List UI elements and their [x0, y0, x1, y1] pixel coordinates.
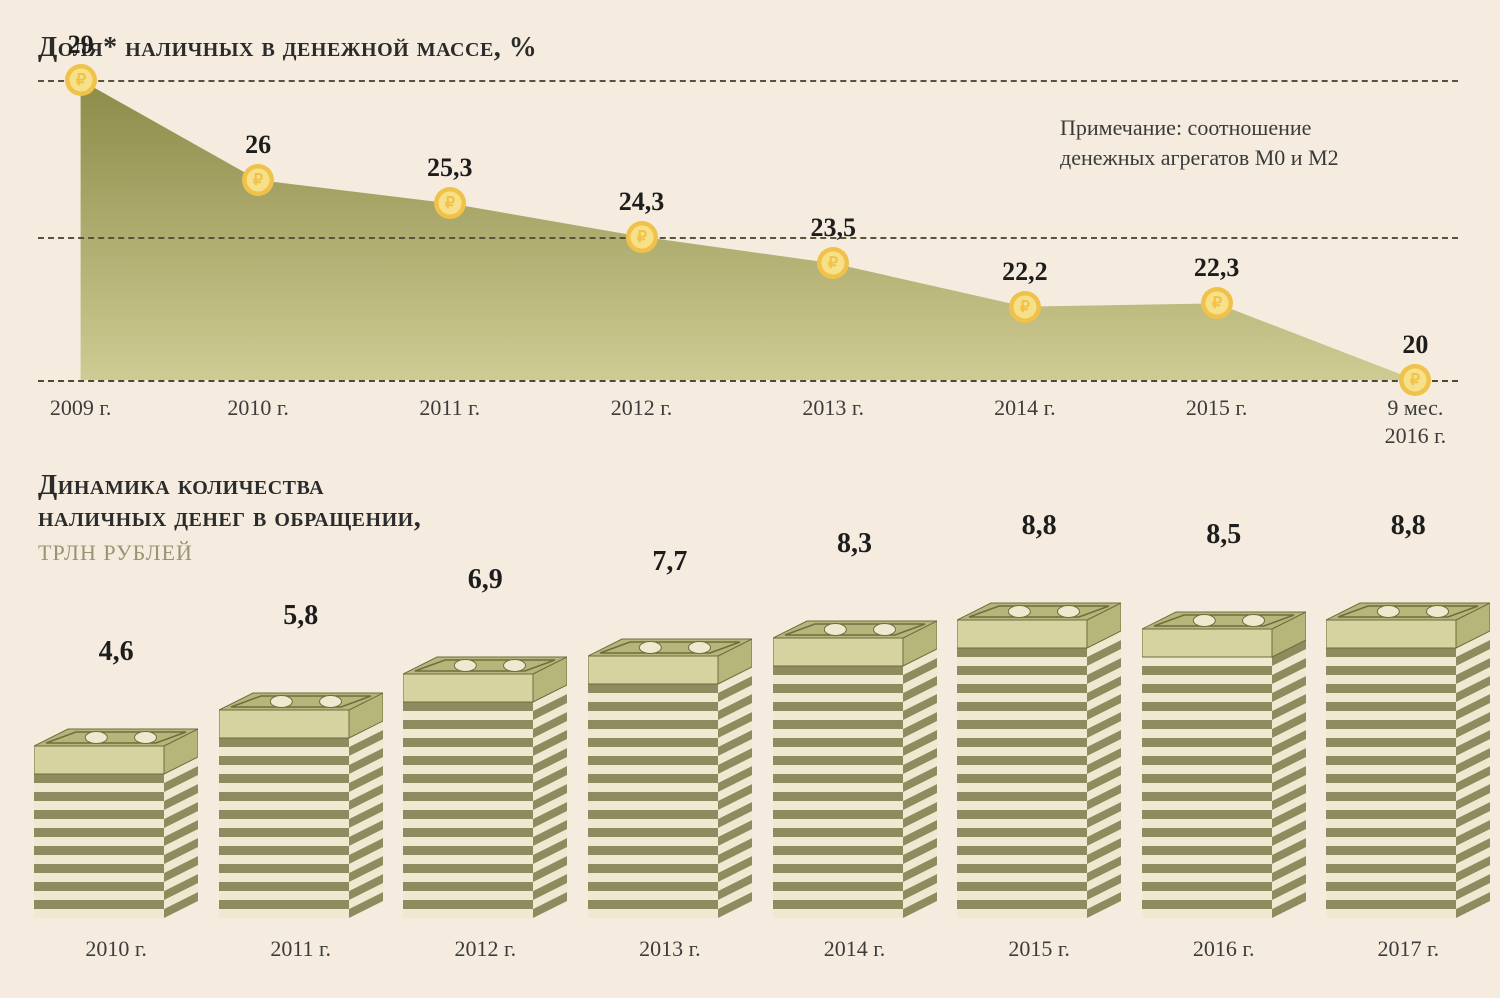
- ruble-coin-icon: ₽: [65, 64, 97, 96]
- stack-x-label: 2011 г.: [270, 936, 331, 962]
- money-stack-icon: [588, 614, 752, 920]
- stack-x-label: 2014 г.: [824, 936, 886, 962]
- svg-text:₽: ₽: [1020, 299, 1030, 316]
- stack-x-label: 2017 г.: [1378, 936, 1440, 962]
- stacks-title-line1: Динамика количества: [38, 470, 421, 502]
- money-stack-icon: [34, 704, 198, 920]
- stack-value: 5,8: [283, 600, 318, 632]
- area-x-label: 2013 г.: [802, 394, 864, 422]
- area-point-value: 20: [1402, 330, 1428, 360]
- stack-value: 8,8: [1391, 510, 1426, 542]
- money-stack-icon: [773, 596, 937, 920]
- stack-x-label: 2015 г.: [1008, 936, 1070, 962]
- svg-text:₽: ₽: [636, 229, 646, 246]
- stack-value: 6,9: [468, 564, 503, 596]
- area-point-value: 22,2: [1002, 257, 1048, 287]
- gridline: [38, 237, 1458, 239]
- area-point-value: 25,3: [427, 153, 473, 183]
- stack-value: 4,6: [99, 636, 134, 668]
- area-x-label: 2010 г.: [227, 394, 289, 422]
- stack-x-label: 2016 г.: [1193, 936, 1255, 962]
- money-stack-icon: [219, 668, 383, 920]
- svg-text:₽: ₽: [76, 72, 86, 89]
- ruble-coin-icon: ₽: [242, 164, 274, 196]
- area-chart: ₽292009 г.₽262010 г.₽25,32011 г.₽24,3201…: [38, 80, 1458, 380]
- area-point-value: 22,3: [1194, 253, 1240, 283]
- area-point-value: 26: [245, 130, 271, 160]
- area-x-label: 2015 г.: [1186, 394, 1248, 422]
- stack-x-label: 2013 г.: [639, 936, 701, 962]
- area-point-value: 23,5: [810, 213, 856, 243]
- money-stack-icon: [1142, 587, 1306, 920]
- svg-text:₽: ₽: [445, 195, 455, 212]
- area-x-label: 2011 г.: [419, 394, 480, 422]
- stack-x-label: 2010 г.: [85, 936, 147, 962]
- area-x-label: 2012 г.: [611, 394, 673, 422]
- ruble-coin-icon: ₽: [626, 221, 658, 253]
- stack-value: 8,8: [1022, 510, 1057, 542]
- ruble-coin-icon: ₽: [434, 187, 466, 219]
- svg-text:₽: ₽: [253, 172, 263, 189]
- money-stack-icon: [403, 632, 567, 920]
- area-point-value: 24,3: [619, 187, 665, 217]
- ruble-coin-icon: ₽: [1399, 364, 1431, 396]
- area-chart-title: Доля* наличных в денежной массе, %: [38, 32, 537, 64]
- baseline: [38, 380, 1458, 382]
- stack-value: 8,5: [1206, 519, 1241, 551]
- area-x-label: 2009 г.: [50, 394, 112, 422]
- ruble-coin-icon: ₽: [1201, 287, 1233, 319]
- stack-x-label: 2012 г.: [455, 936, 517, 962]
- ruble-coin-icon: ₽: [817, 247, 849, 279]
- area-point-value: 29: [68, 30, 94, 60]
- money-stack-icon: [1326, 578, 1490, 920]
- svg-text:₽: ₽: [1410, 372, 1420, 389]
- money-stack-icon: [957, 578, 1121, 920]
- ruble-coin-icon: ₽: [1009, 291, 1041, 323]
- svg-text:₽: ₽: [828, 255, 838, 272]
- stack-value: 8,3: [837, 528, 872, 560]
- stack-value: 7,7: [652, 546, 687, 578]
- area-x-label: 2014 г.: [994, 394, 1056, 422]
- stacks-chart: 4,62010 г.5,82011 г.6,92012 г.7,72013 г.…: [38, 520, 1458, 920]
- area-x-label: 9 мес.2016 г.: [1385, 394, 1447, 449]
- gridline: [38, 80, 1458, 82]
- svg-text:₽: ₽: [1212, 295, 1222, 312]
